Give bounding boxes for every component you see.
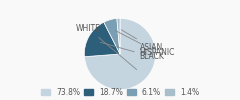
Legend: 73.8%, 18.7%, 6.1%, 1.4%: 73.8%, 18.7%, 6.1%, 1.4% bbox=[39, 86, 201, 98]
Text: ASIAN: ASIAN bbox=[121, 30, 163, 52]
Text: BLACK: BLACK bbox=[100, 42, 164, 61]
Text: WHITE: WHITE bbox=[76, 24, 137, 70]
Text: HISPANIC: HISPANIC bbox=[115, 31, 175, 57]
Wedge shape bbox=[117, 18, 120, 54]
Wedge shape bbox=[104, 18, 120, 54]
Wedge shape bbox=[84, 22, 120, 57]
Wedge shape bbox=[84, 18, 156, 90]
